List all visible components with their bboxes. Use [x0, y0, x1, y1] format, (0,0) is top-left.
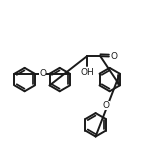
Text: O: O [110, 52, 117, 61]
Text: O: O [103, 101, 110, 110]
Text: O: O [40, 69, 46, 78]
Text: OH: OH [80, 68, 94, 77]
